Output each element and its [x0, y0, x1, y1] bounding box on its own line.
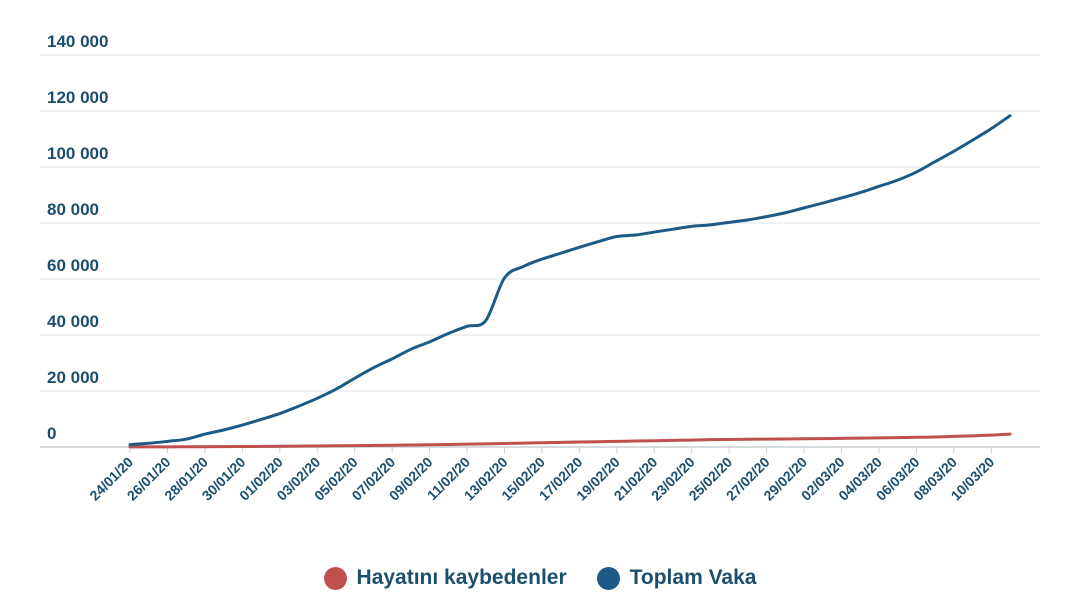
legend: Hayatını kaybedenler Toplam Vaka: [0, 566, 1080, 590]
y-axis-ticks: 0 20 000 40 000 60 000 80 000 100 000 120 000 1…: [47, 32, 108, 443]
y-tick-label: 100 000: [47, 144, 108, 163]
legend-item-0: Hayatını kaybedenler: [323, 566, 567, 590]
y-tick-label: 140 000: [47, 32, 108, 51]
y-tick-label: 120 000: [47, 88, 108, 107]
legend-item-1: Toplam Vaka: [596, 566, 757, 590]
y-tick-label: 0: [47, 424, 56, 443]
series-line-0: [128, 432, 1012, 449]
legend-label: Toplam Vaka: [629, 566, 757, 589]
legend-marker: [323, 566, 347, 590]
y-tick-label: 40 000: [47, 312, 99, 331]
gridlines: [40, 54, 1040, 448]
y-tick-label: 80 000: [47, 200, 99, 219]
legend-label: Hayatını kaybedenler: [356, 566, 567, 589]
y-tick-label: 20 000: [47, 368, 99, 387]
series-lines: [128, 114, 1012, 449]
series-line-1: [128, 114, 1012, 447]
legend-marker: [596, 566, 620, 590]
line-chart: 0 20 000 40 000 60 000 80 000 100 000 120 000 1…: [40, 32, 1040, 504]
y-tick-label: 60 000: [47, 256, 99, 275]
x-axis-ticks: 24/01/2026/01/2028/01/2030/01/2001/02/20…: [86, 447, 998, 504]
